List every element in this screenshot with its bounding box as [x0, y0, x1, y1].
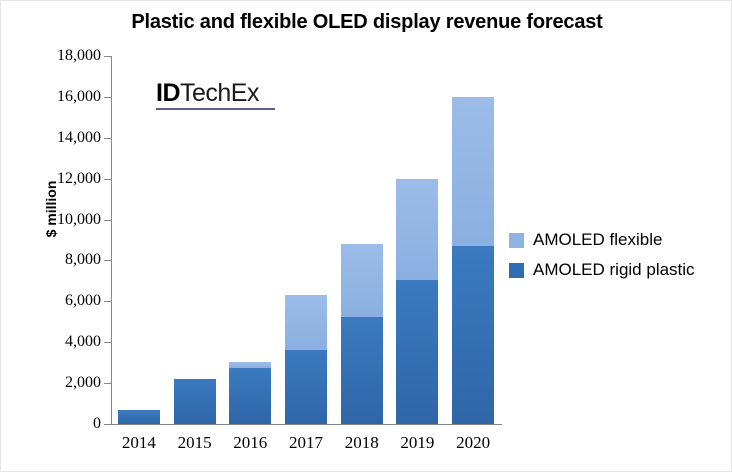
y-axis-tick-mark [104, 260, 111, 261]
legend-label: AMOLED rigid plastic [533, 260, 695, 279]
y-axis-tick-labels: 0 2,000 4,000 6,000 8,000 10,000 12,000 14,000 1… [21, 1, 101, 473]
bar-segment-amoled-flexible[interactable] [396, 178, 439, 280]
legend-label: AMOLED flexible [533, 230, 663, 249]
y-axis-tick-mark [104, 179, 111, 180]
y-axis-tick-label: 14,000 [57, 128, 101, 146]
bar-segment-amoled-rigid-plastic[interactable] [117, 409, 160, 424]
bar-group[interactable] [285, 295, 327, 424]
bar-segment-amoled-rigid-plastic[interactable] [396, 279, 439, 424]
bar-segment-amoled-rigid-plastic[interactable] [452, 246, 495, 424]
y-axis-tick-mark [104, 138, 111, 139]
y-axis-tick-mark [104, 220, 111, 221]
bar-group[interactable] [396, 178, 439, 424]
bar-segment-amoled-rigid-plastic[interactable] [229, 367, 272, 424]
legend-item[interactable]: AMOLED flexible [509, 225, 729, 255]
y-axis-tick-label: 10,000 [57, 210, 101, 228]
logo-bold-part: ID [156, 79, 181, 107]
bar-group[interactable] [173, 379, 216, 424]
bar-segment-amoled-rigid-plastic[interactable] [340, 316, 383, 424]
bar-group[interactable] [452, 96, 495, 424]
bar-segment-amoled-flexible[interactable] [285, 295, 327, 351]
y-axis-tick-label: 18,000 [57, 47, 101, 64]
logo-regular-part: TechEx [180, 79, 259, 107]
x-axis-tick-label: 2016 [233, 433, 268, 452]
x-axis-line [104, 424, 502, 425]
chart-title: Plastic and flexible OLED display revenu… [131, 11, 603, 33]
y-axis-tick-label: 12,000 [57, 169, 101, 187]
y-axis-tick-label: 16,000 [57, 87, 101, 105]
x-axis-tick-label: 2015 [177, 433, 212, 452]
legend-swatch-icon [509, 262, 524, 278]
logo-underline-rule [156, 108, 275, 110]
y-axis-tick-mark [104, 301, 111, 302]
bar-group[interactable] [229, 361, 272, 424]
idtechex-logo-text: IDTechEx [156, 81, 275, 106]
chart-legend: AMOLED flexible AMOLED rigid plastic [509, 225, 729, 285]
y-axis-tick-label: 6,000 [65, 292, 101, 310]
y-axis-tick-label: 0 [93, 415, 101, 432]
y-axis-tick-mark [104, 56, 111, 57]
bar-group[interactable] [340, 244, 383, 424]
bar-segment-amoled-rigid-plastic[interactable] [285, 350, 327, 424]
bar-segment-amoled-flexible[interactable] [229, 361, 272, 368]
idtechex-logo: IDTechEx [156, 81, 275, 110]
x-axis-tick-label: 2017 [289, 433, 323, 452]
bar-segment-amoled-flexible[interactable] [340, 244, 383, 317]
bar-group[interactable] [117, 409, 160, 424]
x-axis-tick-label: 2014 [121, 433, 156, 452]
y-axis-tick-label: 4,000 [65, 333, 101, 351]
legend-swatch-icon [509, 232, 524, 248]
y-axis-tick-label: 2,000 [65, 374, 101, 392]
y-axis-tick-mark [104, 383, 111, 384]
y-axis-tick-label: 8,000 [65, 251, 101, 269]
x-axis-tick-label: 2020 [456, 433, 491, 452]
y-axis-tick-mark [104, 342, 111, 343]
x-axis-tick-label: 2018 [344, 433, 379, 452]
x-axis-tick-label: 2019 [400, 433, 435, 452]
bar-segment-amoled-rigid-plastic[interactable] [173, 379, 216, 424]
bar-segment-amoled-flexible[interactable] [452, 96, 495, 247]
y-axis-line [111, 56, 112, 425]
plot-area [111, 56, 501, 424]
legend-item[interactable]: AMOLED rigid plastic [509, 255, 729, 285]
y-axis-tick-mark [104, 97, 111, 98]
